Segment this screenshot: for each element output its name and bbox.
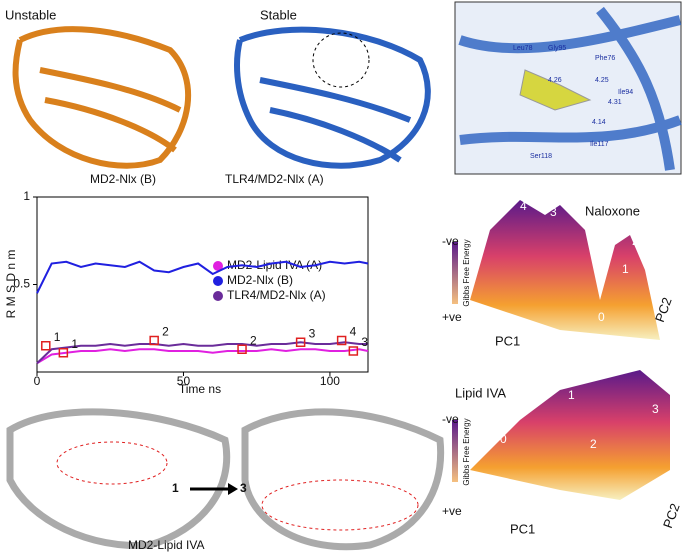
arrow-from: 1	[172, 481, 179, 495]
fel-state: 3	[652, 402, 659, 416]
legend-marker	[213, 261, 223, 271]
annotation: 1	[71, 337, 78, 351]
annotation: 1	[54, 330, 61, 344]
fel-state: 4	[520, 199, 527, 213]
x-tick-label: 100	[320, 374, 340, 388]
annotation: 3	[361, 335, 368, 349]
x-axis-label: Time ns	[179, 382, 221, 396]
arrow-to: 3	[240, 481, 247, 495]
marker-box	[348, 346, 359, 356]
panel-title: Unstable	[5, 7, 56, 22]
site-circle	[56, 441, 168, 485]
y-tick-label: 1	[23, 189, 30, 203]
annotation: 2	[250, 333, 257, 347]
protein-gray	[6, 408, 445, 551]
distance: 4.31	[608, 99, 622, 106]
colorbar-label: Gibbs Free Energy	[462, 239, 471, 306]
fel-title: Lipid IVA	[455, 385, 506, 400]
panel-title: Stable	[260, 7, 297, 22]
annotation: 3	[309, 326, 316, 340]
legend-label: TLR4/MD2-Nlx (A)	[227, 288, 326, 302]
site-circle	[261, 479, 419, 531]
panel-caption: MD2-Nlx (B)	[90, 172, 156, 186]
marker-box	[41, 341, 51, 351]
residue: Gly95	[548, 45, 566, 52]
fel-bottom: +ve	[442, 504, 462, 518]
legend-label: MD2-Nlx (B)	[227, 273, 293, 287]
marker-box	[336, 335, 347, 346]
legend-marker	[213, 276, 223, 286]
residue: Ile94	[618, 89, 633, 96]
fel-top: -ve	[442, 234, 459, 248]
residue: Ser118	[530, 153, 552, 160]
series-line	[36, 341, 368, 364]
rmsd-chart: 0.5 1 0 50 100 MD2-Lipid IVA (A)MD2-Nlx (B)TL…	[13, 189, 368, 388]
protein-orange	[12, 26, 192, 169]
marker-box	[149, 335, 159, 346]
fel-state: 2	[590, 437, 597, 451]
arrow-head	[228, 483, 238, 495]
residue: Ile117	[590, 141, 609, 148]
colorbar-label: Gibbs Free Energy	[462, 418, 471, 485]
fel-surface	[470, 370, 670, 500]
fel-state: 2	[632, 234, 639, 248]
fel-y: PC2	[652, 295, 675, 324]
series-line	[36, 348, 369, 365]
fel-top: -ve	[442, 412, 459, 426]
marker-box	[295, 337, 306, 347]
protein-blue	[234, 26, 431, 169]
distance: 4.25	[595, 77, 609, 84]
x-tick-label: 50	[177, 374, 191, 388]
residue: Phe76	[595, 55, 615, 62]
marker-box	[58, 348, 69, 358]
colorbar	[452, 420, 458, 482]
zoom-circle	[312, 32, 370, 88]
panel-caption: MD2-Lipid IVA	[128, 538, 204, 552]
marker-box	[237, 344, 247, 354]
fel-y: PC2	[660, 501, 683, 530]
legend-label: MD2-Lipid IVA (A)	[227, 258, 322, 272]
annotation: 2	[162, 325, 169, 339]
annotation: 4	[350, 325, 357, 339]
fel-state: 0	[500, 432, 507, 446]
x-tick-label: 0	[34, 374, 41, 388]
fel-state: 1	[622, 262, 629, 276]
residue: Leu78	[513, 45, 533, 52]
fel-state: 3	[550, 205, 557, 219]
distance: 4.14	[592, 119, 606, 126]
series-line	[36, 260, 369, 294]
ligand	[519, 69, 592, 111]
colorbar	[452, 242, 458, 304]
fel-x: PC1	[495, 333, 520, 348]
fel-bottom: +ve	[442, 310, 462, 324]
fel-surface	[470, 200, 660, 340]
distance: 4.26	[548, 77, 562, 84]
fel-x: PC1	[510, 521, 535, 536]
y-axis-label: R M S D n m	[4, 250, 18, 319]
fel-state: 0	[598, 310, 605, 324]
fel-title: Naloxone	[585, 203, 640, 218]
zoom-ribbons	[458, 6, 682, 171]
y-tick-label: 0.5	[13, 277, 30, 291]
legend-marker	[213, 291, 223, 301]
fel-state: 1	[568, 388, 575, 402]
panel-caption: TLR4/MD2-Nlx (A)	[225, 172, 324, 186]
